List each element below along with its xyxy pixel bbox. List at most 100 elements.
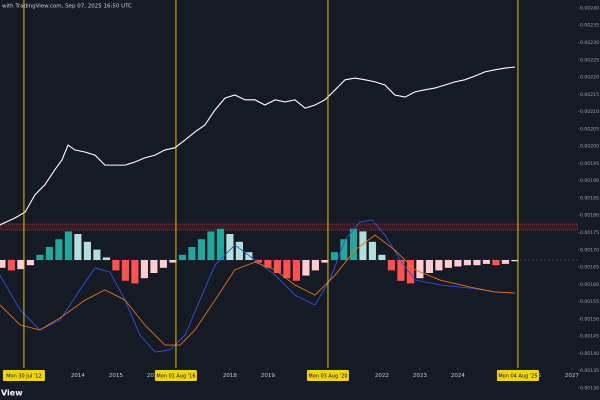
marker-label: Mon 01 Aug '16	[156, 373, 195, 379]
histogram-bar	[501, 260, 509, 264]
histogram-bar	[178, 254, 186, 260]
y-tick-label: 0.00190	[580, 178, 599, 184]
histogram-bar	[511, 260, 519, 262]
histogram-bar	[83, 241, 91, 260]
y-tick-label: 0.00195	[580, 161, 599, 167]
histogram-bar	[245, 252, 253, 260]
y-tick-label: 0.00210	[580, 109, 599, 115]
y-tick-label: 0.00205	[580, 126, 599, 132]
y-tick-label: 0.00150	[580, 316, 599, 322]
histogram-bar	[226, 234, 234, 260]
histogram-bar	[45, 247, 53, 260]
y-tick-label: 0.00180	[580, 213, 599, 219]
histogram-bar	[435, 260, 443, 271]
brand: View	[1, 389, 23, 398]
y-tick-label: 0.00135	[580, 368, 599, 374]
y-tick-label: 0.00160	[580, 282, 599, 288]
marker-label: Mon 03 Aug '20	[308, 373, 347, 379]
header: with TradingView.com, Sep 07, 2025 16:50…	[2, 4, 132, 10]
histogram-bar	[463, 260, 471, 266]
histogram-bar	[17, 260, 25, 270]
histogram-bar	[55, 239, 63, 260]
histogram-bar	[74, 234, 82, 260]
x-tick-label: 2023	[413, 373, 427, 379]
histogram-bar	[93, 249, 101, 260]
histogram-bar	[368, 241, 376, 260]
x-tick-label: 2024	[451, 373, 465, 379]
y-tick-label: 0.00220	[580, 75, 599, 81]
y-tick-label: 0.00225	[580, 57, 599, 63]
histogram-bar	[416, 260, 424, 279]
histogram-bar	[349, 228, 357, 260]
y-tick-label: 0.00200	[580, 144, 599, 150]
histogram-bar	[64, 231, 72, 260]
histogram-bar	[235, 241, 243, 260]
histogram-bar	[140, 260, 148, 279]
histogram-bar	[454, 260, 462, 267]
axes: 0.00240 0.00235 0.00230 0.00225 0.00220 0.002…	[2, 5, 599, 391]
y-tick-label: 0.00175	[580, 230, 599, 236]
y-tick-label: 0.00130	[580, 385, 599, 391]
y-tick-label: 0.00145	[580, 334, 599, 340]
x-tick-label: 2014	[71, 373, 85, 379]
y-tick-label: 0.00155	[580, 299, 599, 305]
histogram-bar	[197, 239, 205, 260]
histogram-bar	[482, 260, 490, 264]
histogram-bar	[321, 260, 329, 263]
histogram-bar	[397, 260, 405, 281]
histogram-bar	[216, 228, 224, 260]
y-tick-label: 0.00235	[580, 23, 599, 29]
histogram-bar	[340, 239, 348, 260]
histogram-bar	[473, 260, 481, 266]
histogram-bar	[159, 260, 167, 268]
histogram-bar	[7, 260, 15, 271]
price-line	[0, 66, 515, 226]
y-tick-label: 0.00165	[580, 265, 599, 271]
histogram-bar	[378, 254, 386, 260]
y-tick-label: 0.00140	[580, 351, 599, 357]
histogram-bar	[387, 260, 395, 271]
histogram-bar	[26, 260, 34, 266]
y-axis-strip	[578, 0, 600, 400]
histogram-bar	[359, 231, 367, 260]
x-tick-label: 2022	[375, 373, 389, 379]
marker-label: Mon 30 Jul '12	[6, 373, 41, 379]
histogram-bar	[150, 260, 158, 273]
y-tick-label: 0.00230	[580, 40, 599, 46]
histogram-bar	[207, 231, 215, 260]
histogram-bar	[292, 260, 300, 281]
histogram-bar	[36, 254, 44, 260]
marker-label-box	[306, 370, 349, 381]
signal-line	[0, 234, 515, 346]
macd-line	[0, 219, 515, 353]
histogram-bar	[0, 260, 6, 268]
y-tick-label: 0.00185	[580, 195, 599, 201]
histogram-bar	[121, 260, 129, 281]
marker-label-box	[2, 370, 45, 381]
histogram-bar	[302, 260, 310, 276]
histogram-bar	[169, 260, 177, 263]
histogram-bar	[188, 247, 196, 260]
histogram-bar	[492, 260, 500, 266]
plot	[0, 0, 578, 368]
histogram-bar	[444, 260, 452, 268]
histogram-bar	[112, 260, 120, 271]
x-tick-label: 2019	[261, 373, 275, 379]
y-tick-label: 0.00240	[580, 5, 599, 11]
x-tick-label: 2015	[109, 373, 123, 379]
histogram-bar	[264, 260, 272, 268]
x-axis-strip	[0, 368, 578, 383]
x-tick-label: 2018	[223, 373, 237, 379]
histogram-bar	[273, 260, 281, 273]
x-tick-label: 2027	[565, 373, 579, 379]
histogram-bar	[254, 260, 262, 263]
y-tick-label: 0.00170	[580, 247, 599, 253]
histogram-bar	[425, 260, 433, 273]
marker-label: Mon 04 Aug '25	[498, 373, 537, 379]
x-tick-label: 2016	[147, 373, 161, 379]
histogram-bar	[330, 252, 338, 260]
resistance-zone	[0, 223, 579, 231]
y-tick-label: 0.00215	[580, 92, 599, 98]
